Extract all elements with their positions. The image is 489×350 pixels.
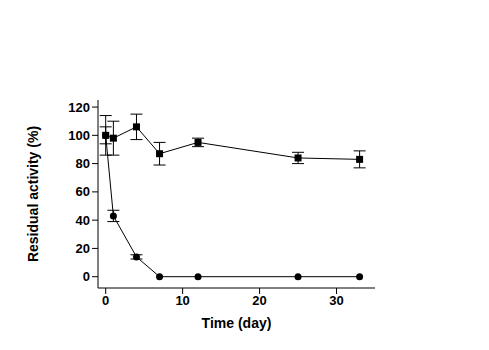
svg-text:0: 0 — [83, 269, 90, 284]
svg-text:20: 20 — [76, 241, 90, 256]
svg-text:Time (day): Time (day) — [202, 315, 272, 331]
svg-text:20: 20 — [252, 293, 266, 308]
svg-text:40: 40 — [76, 213, 90, 228]
svg-text:10: 10 — [175, 293, 189, 308]
svg-text:60: 60 — [76, 184, 90, 199]
svg-text:120: 120 — [68, 100, 90, 115]
svg-text:80: 80 — [76, 156, 90, 171]
svg-text:30: 30 — [329, 293, 343, 308]
svg-text:Residual activity (%): Residual activity (%) — [25, 126, 41, 262]
svg-text:100: 100 — [68, 128, 90, 143]
svg-text:0: 0 — [102, 293, 109, 308]
